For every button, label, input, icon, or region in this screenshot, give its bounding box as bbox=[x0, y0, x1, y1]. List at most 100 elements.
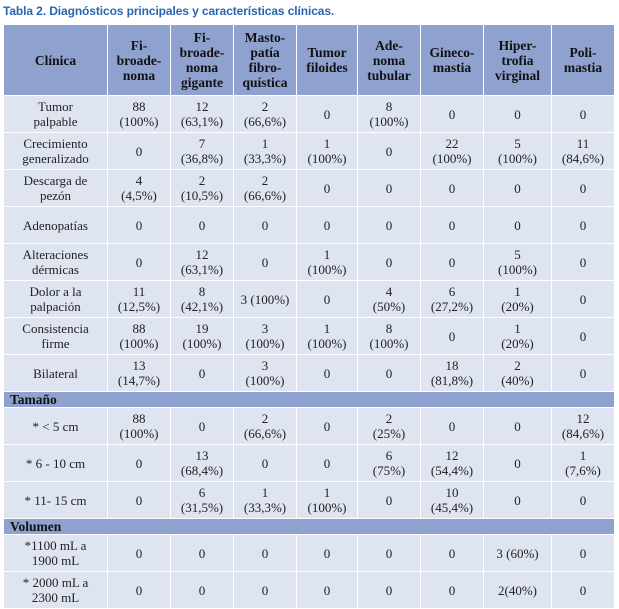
table-cell: 12 (63,1%) bbox=[170, 243, 234, 281]
column-header: Poli-mastia bbox=[551, 24, 615, 96]
table-cell: 22 (100%) bbox=[420, 132, 484, 170]
table-cell: 0 bbox=[296, 169, 358, 207]
table-cell: 2(40%) bbox=[483, 354, 552, 392]
table-cell: 18 (81,8%) bbox=[420, 354, 484, 392]
table-cell: 11 (12,5%) bbox=[107, 280, 171, 318]
table-row: Dolor a la palpación 11 (12,5%) 8 (42,1%) 3 (1… bbox=[3, 280, 615, 318]
table-cell: 0 bbox=[296, 280, 358, 318]
table-cell: 11 (84,6%) bbox=[551, 132, 615, 170]
row-label: * 11- 15 cm bbox=[3, 481, 108, 519]
table-cell: 2 (66,6%) bbox=[233, 95, 297, 133]
row-label: Dolor a la palpación bbox=[3, 280, 108, 318]
table-cell: 88 (100%) bbox=[107, 95, 171, 133]
table-cell: 0 bbox=[296, 534, 358, 572]
table-cell: 0 bbox=[107, 132, 171, 170]
table-cell: 0 bbox=[107, 534, 171, 572]
table-cell: 5 (100%) bbox=[483, 132, 552, 170]
row-label: Crecimiento generalizado bbox=[3, 132, 108, 170]
table-cell: 2 (66,6%) bbox=[233, 407, 297, 445]
table-cell: 2(40%) bbox=[483, 571, 552, 609]
table-cell: 0 bbox=[170, 206, 234, 244]
table-cell: 0 bbox=[551, 571, 615, 609]
table-cell: 0 bbox=[483, 95, 552, 133]
table-cell: 0 bbox=[296, 95, 358, 133]
table-cell: 4 (50%) bbox=[357, 280, 421, 318]
column-header: Ade-noma tubular bbox=[357, 24, 421, 96]
table-row: Bilateral 13 (14,7%) 0 3 (100%) 0 0 18 (81,8%) 2 (4… bbox=[3, 354, 615, 392]
table-cell: 0 bbox=[233, 206, 297, 244]
column-header: Masto-patía fibro-quística bbox=[233, 24, 297, 96]
table-cell: 0 bbox=[483, 481, 552, 519]
table-cell: 0 bbox=[170, 534, 234, 572]
table-cell: 0 bbox=[420, 95, 484, 133]
table-cell: 0 bbox=[296, 354, 358, 392]
table-cell: 2 (25%) bbox=[357, 407, 421, 445]
table-cell: 0 bbox=[420, 407, 484, 445]
row-label: * 6 - 10 cm bbox=[3, 444, 108, 482]
table-cell: 1 (100%) bbox=[296, 132, 358, 170]
table-cell: 0 bbox=[551, 95, 615, 133]
table-cell: 0 bbox=[233, 444, 297, 482]
table-cell: 10 (45,4%) bbox=[420, 481, 484, 519]
table-cell: 0 bbox=[296, 407, 358, 445]
table-cell: 0 bbox=[551, 169, 615, 207]
row-label: Consistencia firme bbox=[3, 317, 108, 355]
table-cell: 0 bbox=[296, 444, 358, 482]
section-label: Tamaño bbox=[3, 391, 615, 408]
column-header: Fi-broade-noma gigante bbox=[170, 24, 234, 96]
table-cell: 0 bbox=[420, 206, 484, 244]
table-cell: 0 bbox=[357, 132, 421, 170]
table-cell: 0 bbox=[420, 571, 484, 609]
table-caption: Tabla 2. Diagnósticos principales y cara… bbox=[3, 4, 335, 18]
table-cell: 7 (36,8%) bbox=[170, 132, 234, 170]
table-cell: 0 bbox=[551, 481, 615, 519]
table-cell: 4 (4,5%) bbox=[107, 169, 171, 207]
table-cell: 0 bbox=[483, 444, 552, 482]
table-row: Adenopatías 0 0 0 0 0 0 0 0 bbox=[3, 206, 615, 244]
table-container: Clínica Fi-broade-noma Fi-broade-noma gigan… bbox=[3, 24, 615, 609]
table-cell: 0 bbox=[107, 571, 171, 609]
table-cell: 0 bbox=[357, 354, 421, 392]
table-cell: 0 bbox=[107, 206, 171, 244]
table-cell: 3 (60%) bbox=[483, 534, 552, 572]
table-cell: 0 bbox=[107, 243, 171, 281]
table-cell: 1 (33,3%) bbox=[233, 132, 297, 170]
table-cell: 0 bbox=[357, 481, 421, 519]
table-body: Tumor palpable 88 (100%) 12 (63,1%) 2 (66,6%) 0 8… bbox=[3, 95, 615, 609]
table-cell: 0 bbox=[551, 354, 615, 392]
row-label: *1100 mL a 1900 mL bbox=[3, 534, 108, 572]
column-header: Gineco-mastia bbox=[420, 24, 484, 96]
table-cell: 0 bbox=[170, 354, 234, 392]
table-cell: 0 bbox=[296, 206, 358, 244]
table-cell: 0 bbox=[107, 481, 171, 519]
table-cell: 12 (54,4%) bbox=[420, 444, 484, 482]
table-cell: 0 bbox=[551, 280, 615, 318]
table-cell: 12 (63,1%) bbox=[170, 95, 234, 133]
table-cell: 0 bbox=[233, 571, 297, 609]
row-label: Adenopatías bbox=[3, 206, 108, 244]
table-cell: 12 (84,6%) bbox=[551, 407, 615, 445]
table-cell: 8 (100%) bbox=[357, 317, 421, 355]
table-cell: 1 (100%) bbox=[296, 317, 358, 355]
table-cell: 0 bbox=[107, 444, 171, 482]
table-cell: 0 bbox=[357, 169, 421, 207]
table-cell: 88 (100%) bbox=[107, 317, 171, 355]
row-label: * 2000 mL a 2300 mL bbox=[3, 571, 108, 609]
table-cell: 0 bbox=[420, 317, 484, 355]
table-cell: 1 (100%) bbox=[296, 243, 358, 281]
table-cell: 0 bbox=[483, 169, 552, 207]
table-cell: 1 (7,6%) bbox=[551, 444, 615, 482]
table-row: * < 5 cm 88 (100%) 0 2 (66,6%) 0 2 (25%) 0 0 12 (84,… bbox=[3, 407, 615, 445]
table-cell: 8 (42,1%) bbox=[170, 280, 234, 318]
table-cell: 0 bbox=[170, 407, 234, 445]
table-cell: 0 bbox=[233, 534, 297, 572]
section-label: Volumen bbox=[3, 518, 615, 535]
table-cell: 0 bbox=[357, 206, 421, 244]
table-cell: 88 (100%) bbox=[107, 407, 171, 445]
table-cell: 0 bbox=[420, 534, 484, 572]
table-cell: 3 (100%) bbox=[233, 317, 297, 355]
table-cell: 0 bbox=[420, 169, 484, 207]
row-label: * < 5 cm bbox=[3, 407, 108, 445]
table-cell: 0 bbox=[551, 534, 615, 572]
table-row: * 2000 mL a 2300 mL 0 0 0 0 0 0 2(40%) 0 bbox=[3, 571, 615, 609]
